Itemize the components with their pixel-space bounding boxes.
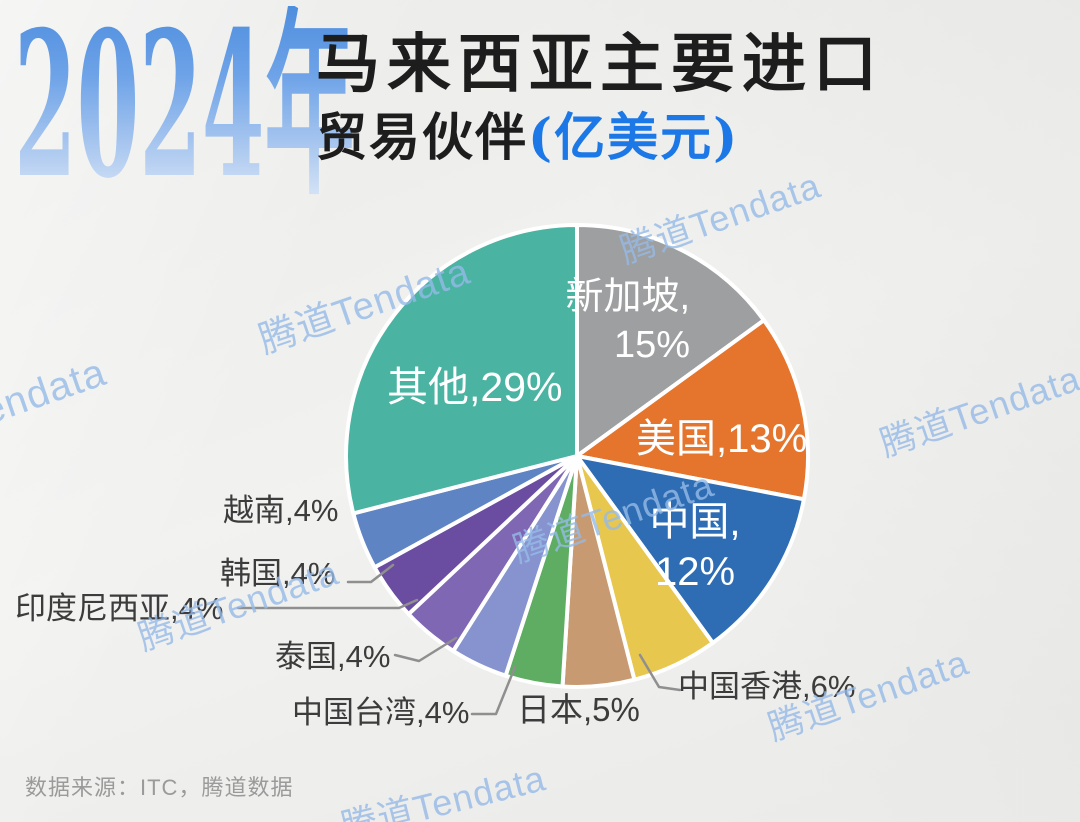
leader-line-印度尼西亚 xyxy=(236,598,419,610)
subtitle-text: 贸易伙伴 xyxy=(316,107,529,168)
page-subtitle: 贸易伙伴(亿美元) xyxy=(316,108,884,169)
pie-slice-中国 xyxy=(575,454,806,645)
unit-label: (亿美元) xyxy=(528,107,740,168)
slice-label-其他: 其他,29% xyxy=(387,364,563,410)
year-headline: 2024年 xyxy=(14,0,355,223)
leader-line-韩国 xyxy=(346,563,395,584)
slice-label-新加坡: 新加坡, 15% xyxy=(565,276,690,366)
slice-label-中国台湾: 中国台湾,4% xyxy=(292,695,470,730)
slice-label-越南: 越南,4% xyxy=(223,493,339,528)
leader-line-泰国 xyxy=(393,636,458,663)
slice-label-印度尼西亚: 印度尼西亚,4% xyxy=(15,591,224,626)
pie-slice-美国 xyxy=(575,318,810,502)
slice-label-韩国: 韩国,4% xyxy=(220,556,336,591)
slice-label-美国: 美国,13% xyxy=(636,417,808,461)
pie-slice-其他 xyxy=(344,223,579,516)
slice-label-日本: 日本,5% xyxy=(517,691,640,728)
title-block: 马来西亚主要进口 贸易伙伴(亿美元) xyxy=(316,28,884,169)
leader-line-中国台湾 xyxy=(470,665,517,716)
slice-label-中国: 中国, 12% xyxy=(649,500,741,594)
data-source-note: 数据来源：ITC，腾道数据 xyxy=(25,775,294,800)
pie-slice-新加坡 xyxy=(575,223,766,458)
slice-label-中国香港: 中国香港,6% xyxy=(678,669,856,704)
slice-label-泰国: 泰国,4% xyxy=(275,639,391,674)
page-title: 马来西亚主要进口 xyxy=(316,27,884,102)
leader-line-中国香港 xyxy=(638,653,682,692)
